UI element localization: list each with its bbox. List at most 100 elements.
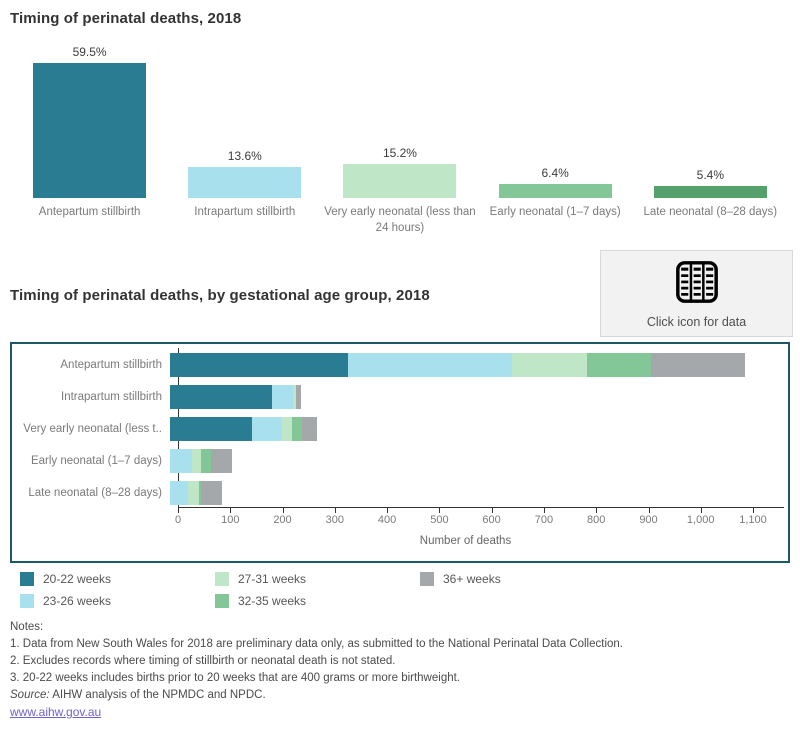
- legend-item[interactable]: 32-35 weeks: [215, 593, 306, 609]
- legend-column: 20-22 weeks 23-26 weeks: [20, 571, 111, 615]
- bar-category-label: Very early neonatal (less than 24 hours): [324, 206, 476, 235]
- stacked-bar-row: Antepartum stillbirth: [12, 353, 788, 377]
- data-download-button[interactable]: Click icon for data: [600, 250, 793, 337]
- bar-value-label: 5.4%: [696, 167, 725, 182]
- legend-column: 36+ weeks: [420, 571, 501, 593]
- bar-segment[interactable]: [170, 353, 348, 377]
- bar-category-label: Antepartum stillbirth: [38, 206, 141, 218]
- top-bar-column: 59.5% Antepartum stillbirth: [12, 38, 167, 253]
- bar-value-label: 15.2%: [382, 145, 417, 160]
- tick-label: 700: [534, 514, 554, 526]
- top-chart-title: Timing of perinatal deaths, 2018: [10, 10, 242, 27]
- tick-mark: [753, 508, 754, 513]
- stacked-chart-panel: Antepartum stillbirth Intrapartum stillbi…: [10, 342, 790, 563]
- tick-mark: [596, 508, 598, 513]
- legend-item[interactable]: 27-31 weeks: [215, 571, 306, 587]
- tick-mark: [387, 508, 389, 513]
- bar-segment[interactable]: [201, 449, 212, 473]
- tick-mark: [178, 508, 179, 513]
- legend-swatch: [20, 594, 34, 608]
- stacked-bar-row: Late neonatal (8–28 days): [12, 481, 788, 505]
- tick-mark: [282, 508, 284, 513]
- bar-segment[interactable]: [199, 481, 202, 505]
- bar-segment[interactable]: [170, 481, 188, 505]
- stacked-chart-plot: Antepartum stillbirth Intrapartum stillbi…: [12, 344, 788, 561]
- bar[interactable]: [188, 167, 302, 198]
- legend-swatch: [20, 572, 34, 586]
- tick-mark: [543, 508, 545, 513]
- legend-swatch: [420, 572, 434, 586]
- stacked-bar-row: Early neonatal (1–7 days): [12, 449, 788, 473]
- bar-segment[interactable]: [293, 385, 296, 409]
- bar-segment[interactable]: [170, 417, 252, 441]
- row-category-label: Antepartum stillbirth: [60, 359, 162, 371]
- stacked-bar-row: Very early neonatal (less t..: [12, 417, 788, 441]
- row-category-label: Very early neonatal (less t..: [23, 423, 162, 435]
- legend-column: 27-31 weeks 32-35 weeks: [215, 571, 306, 615]
- bar-segment[interactable]: [301, 417, 317, 441]
- bar-category-label: Late neonatal (8–28 days): [643, 206, 778, 218]
- bar[interactable]: [498, 183, 612, 198]
- row-category-label: Intrapartum stillbirth: [61, 391, 162, 403]
- bar-segment[interactable]: [586, 353, 651, 377]
- x-axis-line: [178, 507, 784, 508]
- data-button-label[interactable]: Click icon for data: [646, 314, 747, 329]
- tick-label: 1,000: [686, 514, 715, 526]
- bar-segment[interactable]: [192, 449, 202, 473]
- bottom-chart-title: Timing of perinatal deaths, by gestation…: [10, 287, 430, 304]
- source-prefix: Source:: [10, 689, 50, 701]
- legend-item[interactable]: 36+ weeks: [420, 571, 501, 587]
- tick-label: 500: [430, 514, 449, 526]
- top-bar-column: 6.4% Early neonatal (1–7 days): [478, 38, 633, 253]
- bar-value-label: 59.5%: [72, 45, 107, 59]
- tick-mark: [648, 508, 650, 513]
- legend-item[interactable]: 23-26 weeks: [20, 593, 111, 609]
- legend-label: 32-35 weeks: [238, 594, 307, 608]
- bar-category-label: Intrapartum stillbirth: [194, 206, 296, 218]
- top-bar-column: 15.2% Very early neonatal (less than 24 h…: [322, 38, 477, 253]
- tick-label: 1,100: [739, 514, 767, 526]
- legend-label: 20-22 weeks: [43, 572, 112, 586]
- note-line-2: 2. Excludes records where timing of stil…: [10, 655, 396, 667]
- bar-segment[interactable]: [170, 449, 192, 473]
- table-icon[interactable]: [674, 259, 720, 310]
- aihw-website-link[interactable]: www.aihw.gov.au: [10, 705, 102, 719]
- tick-label: 600: [482, 514, 501, 526]
- bar-segment[interactable]: [251, 417, 282, 441]
- legend-item[interactable]: 20-22 weeks: [20, 571, 111, 587]
- row-category-label: Late neonatal (8–28 days): [28, 487, 162, 499]
- bar-segment[interactable]: [291, 417, 302, 441]
- bar-segment[interactable]: [512, 353, 587, 377]
- tick-label: 900: [639, 514, 658, 526]
- tick-mark: [491, 508, 493, 513]
- bar-segment[interactable]: [170, 385, 272, 409]
- bar-segment[interactable]: [281, 417, 292, 441]
- bar-segment[interactable]: [347, 353, 513, 377]
- bar-segment[interactable]: [650, 353, 745, 377]
- legend-swatch: [215, 594, 229, 608]
- tick-label: 100: [221, 514, 240, 526]
- bar[interactable]: [33, 63, 147, 198]
- tick-label: 300: [325, 514, 344, 526]
- top-bar-chart: 59.5% Antepartum stillbirth 13.6% Intrapart…: [12, 38, 788, 253]
- source-line: Source: AIHW analysis of the NPMDC and N…: [10, 687, 623, 704]
- legend-label: 27-31 weeks: [238, 572, 307, 586]
- top-bar-column: 5.4% Late neonatal (8–28 days): [633, 38, 788, 253]
- legend-label: 36+ weeks: [443, 572, 501, 586]
- x-axis-title: Number of deaths: [419, 535, 512, 547]
- bar[interactable]: [653, 185, 767, 198]
- bar-value-label: 13.6%: [227, 149, 262, 164]
- bar-segment[interactable]: [187, 481, 200, 505]
- bar-segment[interactable]: [271, 385, 294, 409]
- notes-heading: Notes:: [10, 621, 44, 633]
- tick-mark: [439, 508, 441, 513]
- source-text: AIHW analysis of the NPMDC and NPDC.: [49, 689, 266, 701]
- tick-label: 800: [587, 514, 606, 526]
- bar-category-label: Early neonatal (1–7 days): [489, 206, 621, 218]
- note-line-3: 3. 20-22 weeks includes births prior to …: [10, 672, 460, 684]
- tick-label: 0: [174, 514, 182, 526]
- bar-segment[interactable]: [295, 385, 302, 409]
- bar-segment[interactable]: [201, 481, 223, 505]
- bar-segment[interactable]: [211, 449, 232, 473]
- bar[interactable]: [343, 163, 457, 198]
